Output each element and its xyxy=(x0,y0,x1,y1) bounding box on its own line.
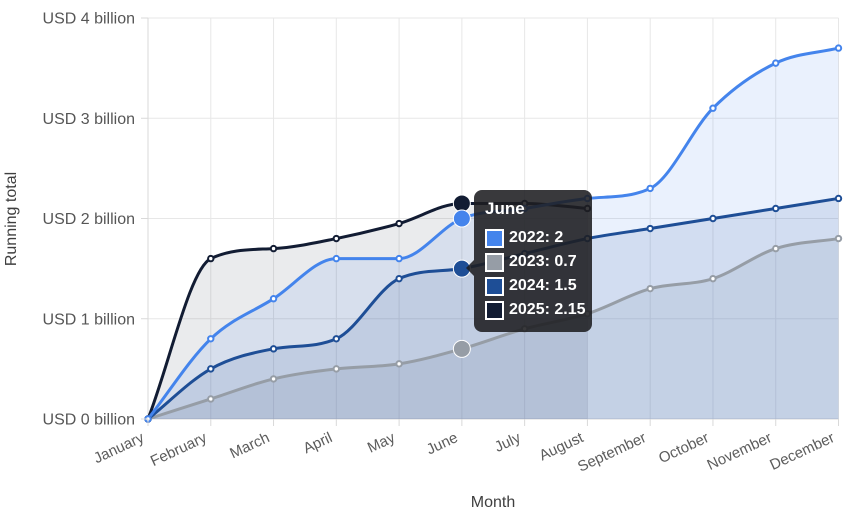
point-2025 xyxy=(269,244,278,253)
tooltip-series-swatch xyxy=(485,228,504,248)
point-2025 xyxy=(207,254,215,263)
point-2023 xyxy=(269,375,278,383)
point-2022 xyxy=(332,254,341,263)
x-tick-label: February xyxy=(148,429,210,470)
tooltip-series-value: 2022: 2 xyxy=(509,229,564,246)
x-tick-label: December xyxy=(767,429,837,474)
point-2025 xyxy=(332,234,341,243)
point-2024 xyxy=(646,224,654,233)
x-axis-ticks: January February March April May June July Augu… xyxy=(91,419,839,476)
x-tick-label: March xyxy=(227,429,272,462)
highlight-point-2022 xyxy=(452,209,471,228)
tooltip-series-value: 2023: 0.7 xyxy=(509,253,577,270)
tooltip-caret xyxy=(466,260,474,276)
point-2023 xyxy=(709,274,717,283)
x-tick-label: July xyxy=(492,429,524,456)
y-axis-title: Running total xyxy=(3,172,20,266)
tooltip-row: 2022: 2 xyxy=(485,226,581,250)
point-2024 xyxy=(834,194,843,203)
y-axis-ticks: USD 0 billion USD 1 billion USD 2 billion U… xyxy=(43,11,148,429)
point-2022 xyxy=(709,104,717,112)
x-tick-label: May xyxy=(365,429,398,457)
point-2024 xyxy=(332,335,341,343)
point-2023 xyxy=(395,360,403,368)
x-tick-label: June xyxy=(424,429,461,458)
point-2023 xyxy=(646,284,654,293)
series-points xyxy=(144,44,843,423)
point-2025 xyxy=(395,219,403,228)
tooltip-series-value: 2024: 1.5 xyxy=(509,277,577,294)
tooltip-series-swatch xyxy=(485,252,504,272)
tooltip-row: 2025: 2.15 xyxy=(485,298,586,322)
point-2023 xyxy=(207,395,215,403)
point-2024 xyxy=(772,204,780,213)
point-2024 xyxy=(207,365,215,373)
tooltip-row: 2023: 0.7 xyxy=(485,250,581,274)
x-tick-label: January xyxy=(91,429,147,467)
point-2023 xyxy=(772,244,780,253)
y-tick-label: USD 3 billion xyxy=(43,111,135,128)
y-tick-label: USD 4 billion xyxy=(43,11,135,28)
tooltip-series-swatch xyxy=(485,276,504,296)
point-2024 xyxy=(269,345,278,353)
point-2022 xyxy=(395,254,403,263)
point-2023 xyxy=(332,365,341,373)
point-2022 xyxy=(646,184,654,193)
x-tick-label: September xyxy=(575,429,649,475)
tooltip-title: June xyxy=(485,199,525,218)
area-2023 xyxy=(148,238,839,419)
tooltip-series-value: 2025: 2.15 xyxy=(509,301,586,318)
x-axis-title: Month xyxy=(471,494,515,511)
highlight-point-2025 xyxy=(452,194,471,213)
point-2022 xyxy=(269,295,278,303)
point-2022 xyxy=(834,44,843,52)
tooltip-rows: 2022: 2 2023: 0.7 2024: 1.5 2025: 2.15 xyxy=(485,226,586,322)
y-tick-label: USD 1 billion xyxy=(43,311,135,328)
tooltip: June 2022: 2 2023: 0.7 2024: 1.5 2025: 2.15 xyxy=(466,190,592,332)
x-tick-label: April xyxy=(301,429,335,457)
line-2023 xyxy=(146,237,840,421)
highlight-point-2023 xyxy=(452,339,471,358)
point-2022 xyxy=(772,59,780,67)
point-2024 xyxy=(395,274,403,283)
y-tick-label: USD 0 billion xyxy=(43,412,135,429)
x-tick-label: October xyxy=(656,429,712,467)
point-2024 xyxy=(709,214,717,223)
point-2022 xyxy=(207,335,215,343)
y-tick-label: USD 2 billion xyxy=(43,211,135,228)
tooltip-row: 2024: 1.5 xyxy=(485,274,581,298)
tooltip-series-swatch xyxy=(485,300,504,320)
x-tick-label: November xyxy=(705,429,775,474)
point-2023 xyxy=(834,234,843,243)
